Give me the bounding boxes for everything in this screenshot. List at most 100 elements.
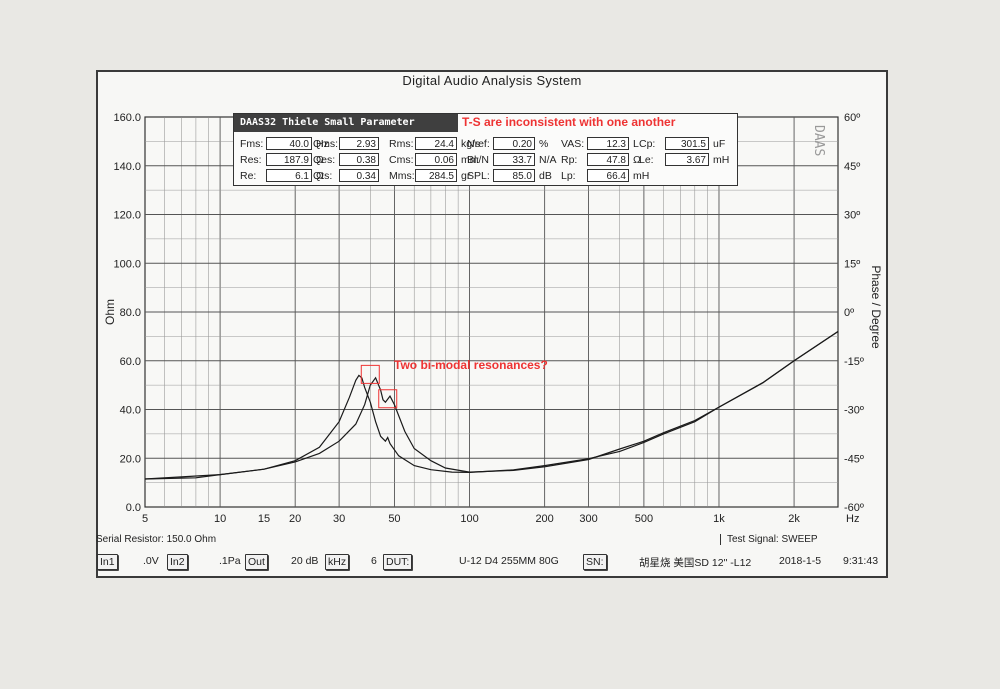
x-tick-label: 200: [535, 513, 553, 525]
status-bar: In1 .0V In2 .1Pa Out 20 dB kHz 6 DUT: U-…: [93, 553, 893, 573]
ts-field-unit: Ω: [316, 154, 324, 166]
plot-footer: Serial Resistor: 150.0 Ohm Test Signal: …: [96, 531, 888, 551]
ts-field-value: 47.8: [587, 153, 629, 166]
ts-field-unit: L: [633, 138, 639, 150]
ts-field-value: 66.4: [587, 169, 629, 182]
y2-tick-label: -30º: [844, 405, 864, 417]
x-tick-label: 500: [635, 513, 653, 525]
y2-axis-label: Phase / Degree: [869, 265, 883, 349]
ts-field-label: VAS:: [561, 138, 585, 150]
y-tick-label: 80.0: [120, 307, 141, 319]
db-readout: 20 dB: [291, 555, 319, 567]
ts-field-label: Cms:: [389, 154, 414, 166]
ts-field-label: Rms:: [389, 138, 414, 150]
x-tick-label: 2k: [788, 513, 800, 525]
ts-field-unit: gr: [461, 170, 471, 182]
ts-field-value: 33.7: [493, 153, 535, 166]
y2-tick-label: 30º: [844, 210, 860, 222]
ts-field-unit: mH: [633, 170, 650, 182]
y2-tick-label: -45º: [844, 453, 864, 465]
khz-button[interactable]: kHz: [325, 554, 350, 570]
ts-field-value: 284.5: [415, 169, 457, 182]
ts-field-label: Bl:: [467, 154, 480, 166]
y-tick-label: 140.0: [113, 161, 141, 173]
x-tick-label: 100: [460, 513, 478, 525]
resonance-marker: [360, 364, 380, 384]
ts-field-value: 85.0: [493, 169, 535, 182]
impedance-curve-2: [144, 331, 839, 480]
serial-resistor-label: Serial Resistor: 150.0 Ohm: [96, 534, 217, 545]
ts-field-label: SPL:: [467, 170, 490, 182]
ts-field-label: Re:: [240, 170, 257, 182]
ts-field-unit: dB: [539, 170, 552, 182]
y2-tick-label: 0º: [844, 307, 854, 319]
y2-tick-label: 60º: [844, 112, 860, 124]
ts-field-label: Le:: [639, 154, 654, 166]
y-tick-label: 0.0: [126, 502, 141, 514]
ts-field-label: Fms:: [240, 138, 264, 150]
x-tick-label: 15: [258, 513, 270, 525]
x-tick-label: 50: [388, 513, 400, 525]
ts-field-value: 40.0: [266, 137, 312, 150]
ts-panel-heading: DAAS32 Thiele Small Parameter: [234, 114, 458, 132]
ts-field-value: 24.4: [415, 137, 457, 150]
x-tick-label: 30: [333, 513, 345, 525]
y2-tick-label: 45º: [844, 161, 860, 173]
resonance-marker: [378, 389, 398, 409]
x-tick-label: 1k: [713, 513, 725, 525]
sn-button[interactable]: SN:: [583, 554, 607, 570]
ts-field-value: 0.06: [415, 153, 457, 166]
ts-field-label: Rp:: [561, 154, 578, 166]
y-tick-label: 100.0: [113, 258, 141, 270]
ts-field-unit: mH: [713, 154, 730, 166]
y-tick-label: 20.0: [120, 453, 141, 465]
ts-field-value: 6.1: [266, 169, 312, 182]
y2-tick-label: -60º: [844, 502, 864, 514]
ts-field-value: 2.93: [339, 137, 379, 150]
ts-field-value: 0.34: [339, 169, 379, 182]
ts-field-unit: uF: [713, 138, 726, 150]
ts-field-label: Cp:: [639, 138, 656, 150]
pressure-readout: .1Pa: [219, 555, 241, 567]
y2-tick-label: -15º: [844, 356, 864, 368]
y2-tick-label: 15º: [844, 258, 860, 270]
daas-logo: DAAS: [811, 125, 826, 156]
impedance-curve-1: [144, 331, 839, 480]
in2-button[interactable]: In2: [167, 554, 188, 570]
ts-field-unit: kg/s: [461, 138, 481, 150]
out-button[interactable]: Out: [245, 554, 268, 570]
ts-field-label: Qms:: [313, 138, 339, 150]
x-tick-label: 300: [579, 513, 597, 525]
in1-button[interactable]: In1: [97, 554, 118, 570]
dut-description: 胡星烧 美国SD 12" -L12: [639, 557, 752, 569]
ts-field-label: Mms:: [389, 170, 415, 182]
x-tick-label: 10: [214, 513, 226, 525]
y-tick-label: 60.0: [120, 356, 141, 368]
y-tick-label: 120.0: [113, 210, 141, 222]
ts-field-label: Lp:: [561, 170, 576, 182]
ts-field-label: Qes:: [313, 154, 336, 166]
x-tick-label: 20: [289, 513, 301, 525]
dut-model: U-12 D4 255MM 80G: [459, 555, 559, 567]
x-axis-label: Hz: [846, 513, 859, 525]
time-readout: 9:31:43: [843, 555, 879, 567]
date-readout: 2018-1-5: [779, 555, 822, 567]
ts-field-unit: mm/N: [461, 154, 489, 166]
ts-field-unit: Ω: [633, 154, 641, 166]
six-readout: 6: [371, 555, 377, 567]
x-tick-label: 5: [142, 513, 148, 525]
test-signal-label: Test Signal: SWEEP: [720, 534, 818, 545]
ts-field-value: 301.5: [665, 137, 709, 150]
y-tick-label: 160.0: [113, 112, 141, 124]
ts-field-value: 3.67: [665, 153, 709, 166]
ts-field-label: Nref:: [467, 138, 490, 150]
voltage-readout: .0V: [143, 555, 159, 567]
ts-field-unit: Ω: [316, 170, 324, 182]
dut-button[interactable]: DUT:: [383, 554, 413, 570]
ts-field-value: 0.38: [339, 153, 379, 166]
ts-field-value: 0.20: [493, 137, 535, 150]
ts-field-label: Qts:: [313, 170, 333, 182]
ts-inconsistency-note: T-S are inconsistent with one another: [462, 115, 676, 129]
bimodal-annotation: Two bi-modal resonances?: [394, 358, 548, 372]
